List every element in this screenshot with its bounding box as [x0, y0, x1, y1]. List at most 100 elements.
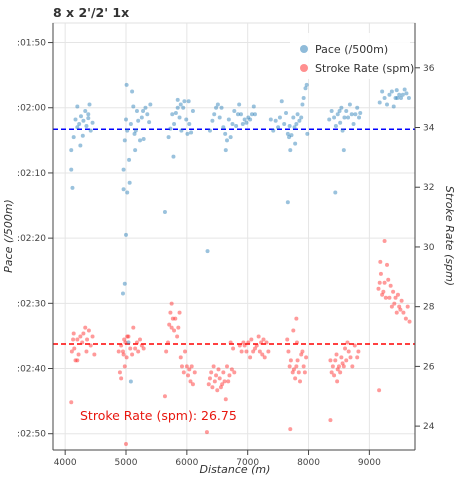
- pace-point: [346, 115, 351, 120]
- stroke-rate-point: [169, 325, 174, 330]
- pace-point: [240, 122, 245, 127]
- stroke-rate-point: [225, 364, 230, 369]
- pace-point: [138, 138, 143, 143]
- y-left-tick-label: :02:00: [17, 104, 46, 114]
- pace-point: [338, 120, 343, 125]
- stroke-rate-point: [239, 349, 244, 354]
- pace-point: [80, 133, 85, 138]
- stroke-rate-point: [221, 370, 226, 375]
- stroke-rate-point: [288, 358, 293, 363]
- stroke-rate-point: [397, 304, 402, 309]
- stroke-rate-point: [131, 325, 136, 330]
- y-left-tick-label: :02:20: [17, 234, 46, 244]
- stroke-rate-point: [121, 352, 126, 357]
- stroke-rate-point: [254, 343, 259, 348]
- pace-point: [128, 379, 133, 384]
- stroke-rate-point: [290, 370, 295, 375]
- pace-point: [136, 118, 141, 123]
- stroke-rate-point: [175, 334, 180, 339]
- stroke-rate-point: [395, 292, 400, 297]
- pace-point: [238, 112, 243, 117]
- stroke-rate-point: [229, 367, 234, 372]
- pace-point: [277, 115, 282, 120]
- pace-point: [223, 131, 228, 136]
- pace-point: [300, 102, 305, 107]
- pace-point: [295, 112, 300, 117]
- pace-point: [87, 102, 92, 107]
- pace-point: [351, 122, 356, 127]
- stroke-rate-point: [209, 370, 214, 375]
- stroke-rate-point: [75, 358, 80, 363]
- stroke-rate-point: [186, 373, 191, 378]
- stroke-rate-point: [286, 349, 291, 354]
- pace-point: [382, 95, 387, 100]
- stroke-rate-point: [207, 376, 212, 381]
- axes: [52, 23, 416, 451]
- stroke-rate-point: [344, 358, 349, 363]
- pace-point: [81, 118, 86, 123]
- pace-point: [124, 117, 129, 122]
- pace-point: [133, 148, 138, 153]
- pace-point: [297, 118, 302, 123]
- stroke-rate-point: [126, 334, 131, 339]
- stroke-rate-point: [296, 370, 301, 375]
- stroke-rate-point: [302, 370, 307, 375]
- pace-point: [226, 117, 231, 122]
- pace-point: [125, 128, 130, 133]
- pace-point: [181, 105, 186, 110]
- pace-point: [303, 86, 308, 91]
- pace-point: [221, 125, 226, 130]
- pace-point: [332, 115, 337, 120]
- pace-point: [342, 115, 347, 120]
- pace-point: [242, 117, 247, 122]
- pace-point: [210, 118, 215, 123]
- pace-point: [78, 114, 83, 119]
- pace-point: [145, 112, 150, 117]
- stroke-rate-point: [130, 352, 135, 357]
- stroke-rate-point: [259, 340, 264, 345]
- stroke-rate-point: [138, 337, 143, 342]
- stroke-rate-point: [345, 340, 350, 345]
- pace-point: [358, 110, 363, 115]
- stroke-rate-point: [339, 355, 344, 360]
- pace-point: [189, 130, 194, 135]
- stroke-rate-point: [214, 373, 219, 378]
- pace-point: [125, 190, 130, 195]
- pace-point: [273, 118, 278, 123]
- pace-point: [292, 125, 297, 130]
- pace-point: [252, 112, 257, 117]
- pace-point: [124, 232, 129, 237]
- stroke-rate-point: [227, 373, 232, 378]
- x-tick-label: 7000: [236, 458, 259, 468]
- pace-point: [88, 128, 93, 133]
- stroke-rate-point: [355, 355, 360, 360]
- pace-point: [127, 157, 132, 162]
- pace-point: [400, 92, 405, 97]
- pace-point: [404, 91, 409, 96]
- pace-point: [387, 92, 392, 97]
- stroke-rate-point: [285, 337, 290, 342]
- stroke-rate-point: [294, 364, 299, 369]
- pace-point: [327, 117, 332, 122]
- pace-point: [147, 120, 152, 125]
- pace-point: [246, 115, 251, 120]
- stroke-rate-point: [383, 295, 388, 300]
- stroke-rate-point: [228, 340, 233, 345]
- stroke-rate-point: [294, 316, 299, 321]
- pace-point: [249, 112, 254, 117]
- stroke-rate-point: [90, 334, 95, 339]
- stroke-rate-point: [206, 382, 211, 387]
- stroke-rate-point: [335, 367, 340, 372]
- stroke-rate-point: [125, 334, 130, 339]
- pace-point: [215, 102, 220, 107]
- pace-point: [73, 117, 78, 122]
- y-right-tick-label: 26: [423, 362, 435, 372]
- stroke-rate-point: [382, 238, 387, 243]
- stroke-rate-point: [215, 388, 220, 393]
- pace-point: [399, 95, 404, 100]
- stroke-rate-point: [124, 442, 129, 447]
- stroke-rate-point: [177, 310, 182, 315]
- stroke-rate-point: [188, 379, 193, 384]
- stroke-rate-point: [241, 340, 246, 345]
- stroke-rate-point: [403, 316, 408, 321]
